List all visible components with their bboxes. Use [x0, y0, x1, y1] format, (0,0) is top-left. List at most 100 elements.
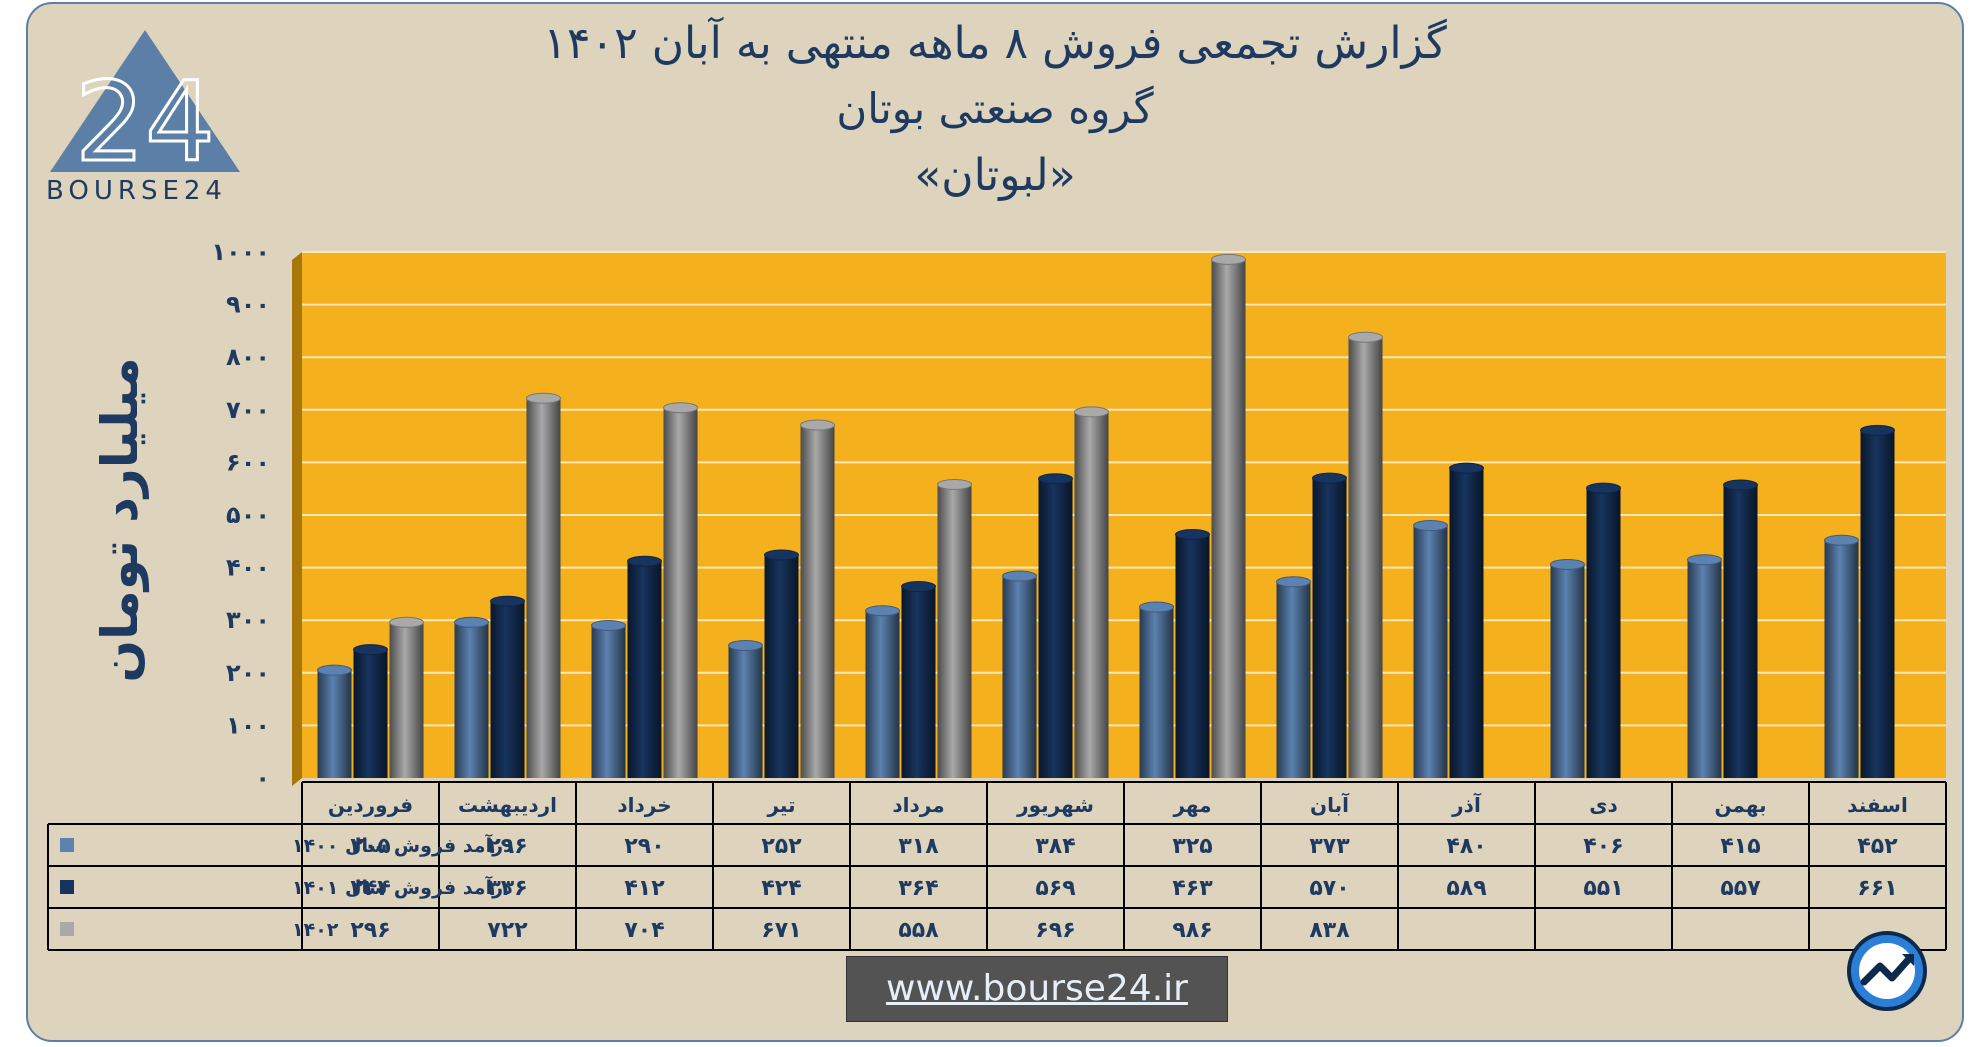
x-tick-label: فروردین — [328, 793, 413, 817]
bar-cap — [901, 581, 936, 593]
bar — [1687, 559, 1722, 778]
bar — [1586, 488, 1621, 778]
bar-cap — [1276, 576, 1311, 588]
data-label: ۴۶۳ — [1172, 876, 1213, 901]
bar-cap — [764, 549, 799, 561]
bar-cap — [1687, 554, 1722, 566]
bar-cap — [1586, 482, 1621, 494]
bar — [353, 649, 388, 778]
data-label: ۴۵۲ — [1857, 834, 1898, 859]
website-link[interactable]: www.bourse24.ir — [846, 956, 1228, 1022]
bar — [1139, 607, 1174, 778]
data-label: ۳۳۶ — [487, 876, 527, 901]
bar-cap — [1824, 534, 1859, 546]
bar-cap — [1550, 558, 1585, 570]
bar — [800, 425, 835, 778]
legend-label: درآمد فروش سال ۱۴۰۱ — [292, 875, 513, 899]
bar — [454, 622, 489, 778]
bar-cap — [865, 605, 900, 617]
bar-cap — [591, 619, 626, 631]
bar — [526, 398, 561, 778]
data-label: ۳۱۸ — [898, 834, 939, 859]
y-tick-label: ۶۰۰ — [226, 448, 270, 476]
bar-cap — [800, 419, 835, 431]
data-label: ۲۴۴ — [350, 876, 390, 901]
bar-cap — [454, 616, 489, 628]
data-label: ۸۳۸ — [1309, 918, 1350, 943]
x-tick-label: خرداد — [617, 793, 671, 817]
y-tick-label: ۱۰۰۰ — [211, 238, 270, 266]
data-label: ۴۰۶ — [1583, 834, 1623, 859]
data-label: ۳۷۳ — [1309, 834, 1350, 859]
x-tick-label: اردیبهشت — [458, 793, 557, 817]
bar-cap — [1860, 424, 1895, 436]
data-label: ۵۵۸ — [898, 918, 939, 943]
trend-arrow-icon — [1847, 931, 1927, 1011]
legend-label: درآمد فروش سال ۱۴۰۰ — [292, 833, 513, 857]
x-tick-label: آبان — [1310, 792, 1350, 817]
legend-label: ۱۴۰۲ — [292, 919, 339, 941]
y-tick-label: ۸۰۰ — [226, 343, 270, 371]
bar-cap — [1002, 570, 1037, 582]
data-label: ۲۵۲ — [761, 834, 802, 859]
data-label: ۹۸۶ — [1172, 918, 1212, 943]
bar — [1449, 468, 1484, 778]
x-tick-label: شهریور — [1016, 793, 1094, 817]
x-tick-label: دی — [1589, 793, 1618, 817]
x-tick-label: تیر — [766, 793, 795, 817]
bar-cap — [1139, 601, 1174, 613]
bar-cap — [1449, 462, 1484, 474]
data-label: ۲۹۶ — [350, 918, 390, 943]
bar-cap — [1312, 472, 1347, 484]
x-tick-label: بهمن — [1714, 793, 1766, 817]
data-label: ۳۸۴ — [1035, 834, 1075, 859]
bar — [627, 561, 662, 778]
bar — [865, 610, 900, 778]
bar-cap — [1175, 528, 1210, 540]
bar-cap — [1413, 520, 1448, 532]
legend-swatch — [60, 880, 74, 894]
legend-swatch — [60, 922, 74, 936]
data-label: ۴۱۲ — [624, 876, 665, 901]
data-label: ۳۲۵ — [1172, 834, 1212, 859]
bar-cap — [1348, 331, 1383, 343]
y-tick-label: ۹۰۰ — [226, 291, 270, 319]
bar — [663, 407, 698, 778]
chart-title: گزارش تجمعی فروش ۸ ماهه منتهی به آبان ۱۴… — [543, 18, 1447, 69]
bar — [1211, 259, 1246, 778]
bar-cap — [490, 595, 525, 607]
data-label: ۶۹۶ — [1035, 918, 1075, 943]
bar — [1312, 478, 1347, 778]
bar-cap — [937, 478, 972, 490]
data-label: ۴۲۴ — [761, 876, 801, 901]
data-label: ۴۱۵ — [1720, 834, 1760, 859]
bar — [317, 670, 352, 778]
y-tick-label: ۲۰۰ — [226, 659, 270, 687]
data-label: ۵۵۱ — [1583, 876, 1623, 901]
data-label: ۴۸۰ — [1446, 834, 1486, 859]
logo-text: BOURSE24 — [46, 176, 227, 206]
bar — [1413, 525, 1448, 778]
bar-cap — [627, 555, 662, 567]
data-label: ۳۶۴ — [898, 876, 938, 901]
bar — [1175, 534, 1210, 778]
bar — [1038, 478, 1073, 778]
data-label: ۵۶۹ — [1035, 876, 1075, 901]
x-tick-label: اسفند — [1847, 793, 1908, 817]
bar — [937, 484, 972, 778]
bar-cap — [1038, 473, 1073, 485]
bourse24-logo: 24 — [50, 30, 240, 188]
bar — [389, 622, 424, 778]
bar — [901, 586, 936, 778]
bar — [1723, 485, 1758, 778]
bar-cap — [1211, 253, 1246, 265]
y-tick-label: ۴۰۰ — [226, 554, 270, 582]
data-label: ۵۵۷ — [1720, 876, 1761, 901]
bar — [728, 645, 763, 778]
y-tick-label: ۰ — [255, 764, 270, 792]
bar-cap — [728, 639, 763, 651]
bar-cap — [389, 616, 424, 628]
y-tick-label: ۳۰۰ — [226, 606, 270, 634]
x-tick-label: مهر — [1172, 793, 1211, 817]
